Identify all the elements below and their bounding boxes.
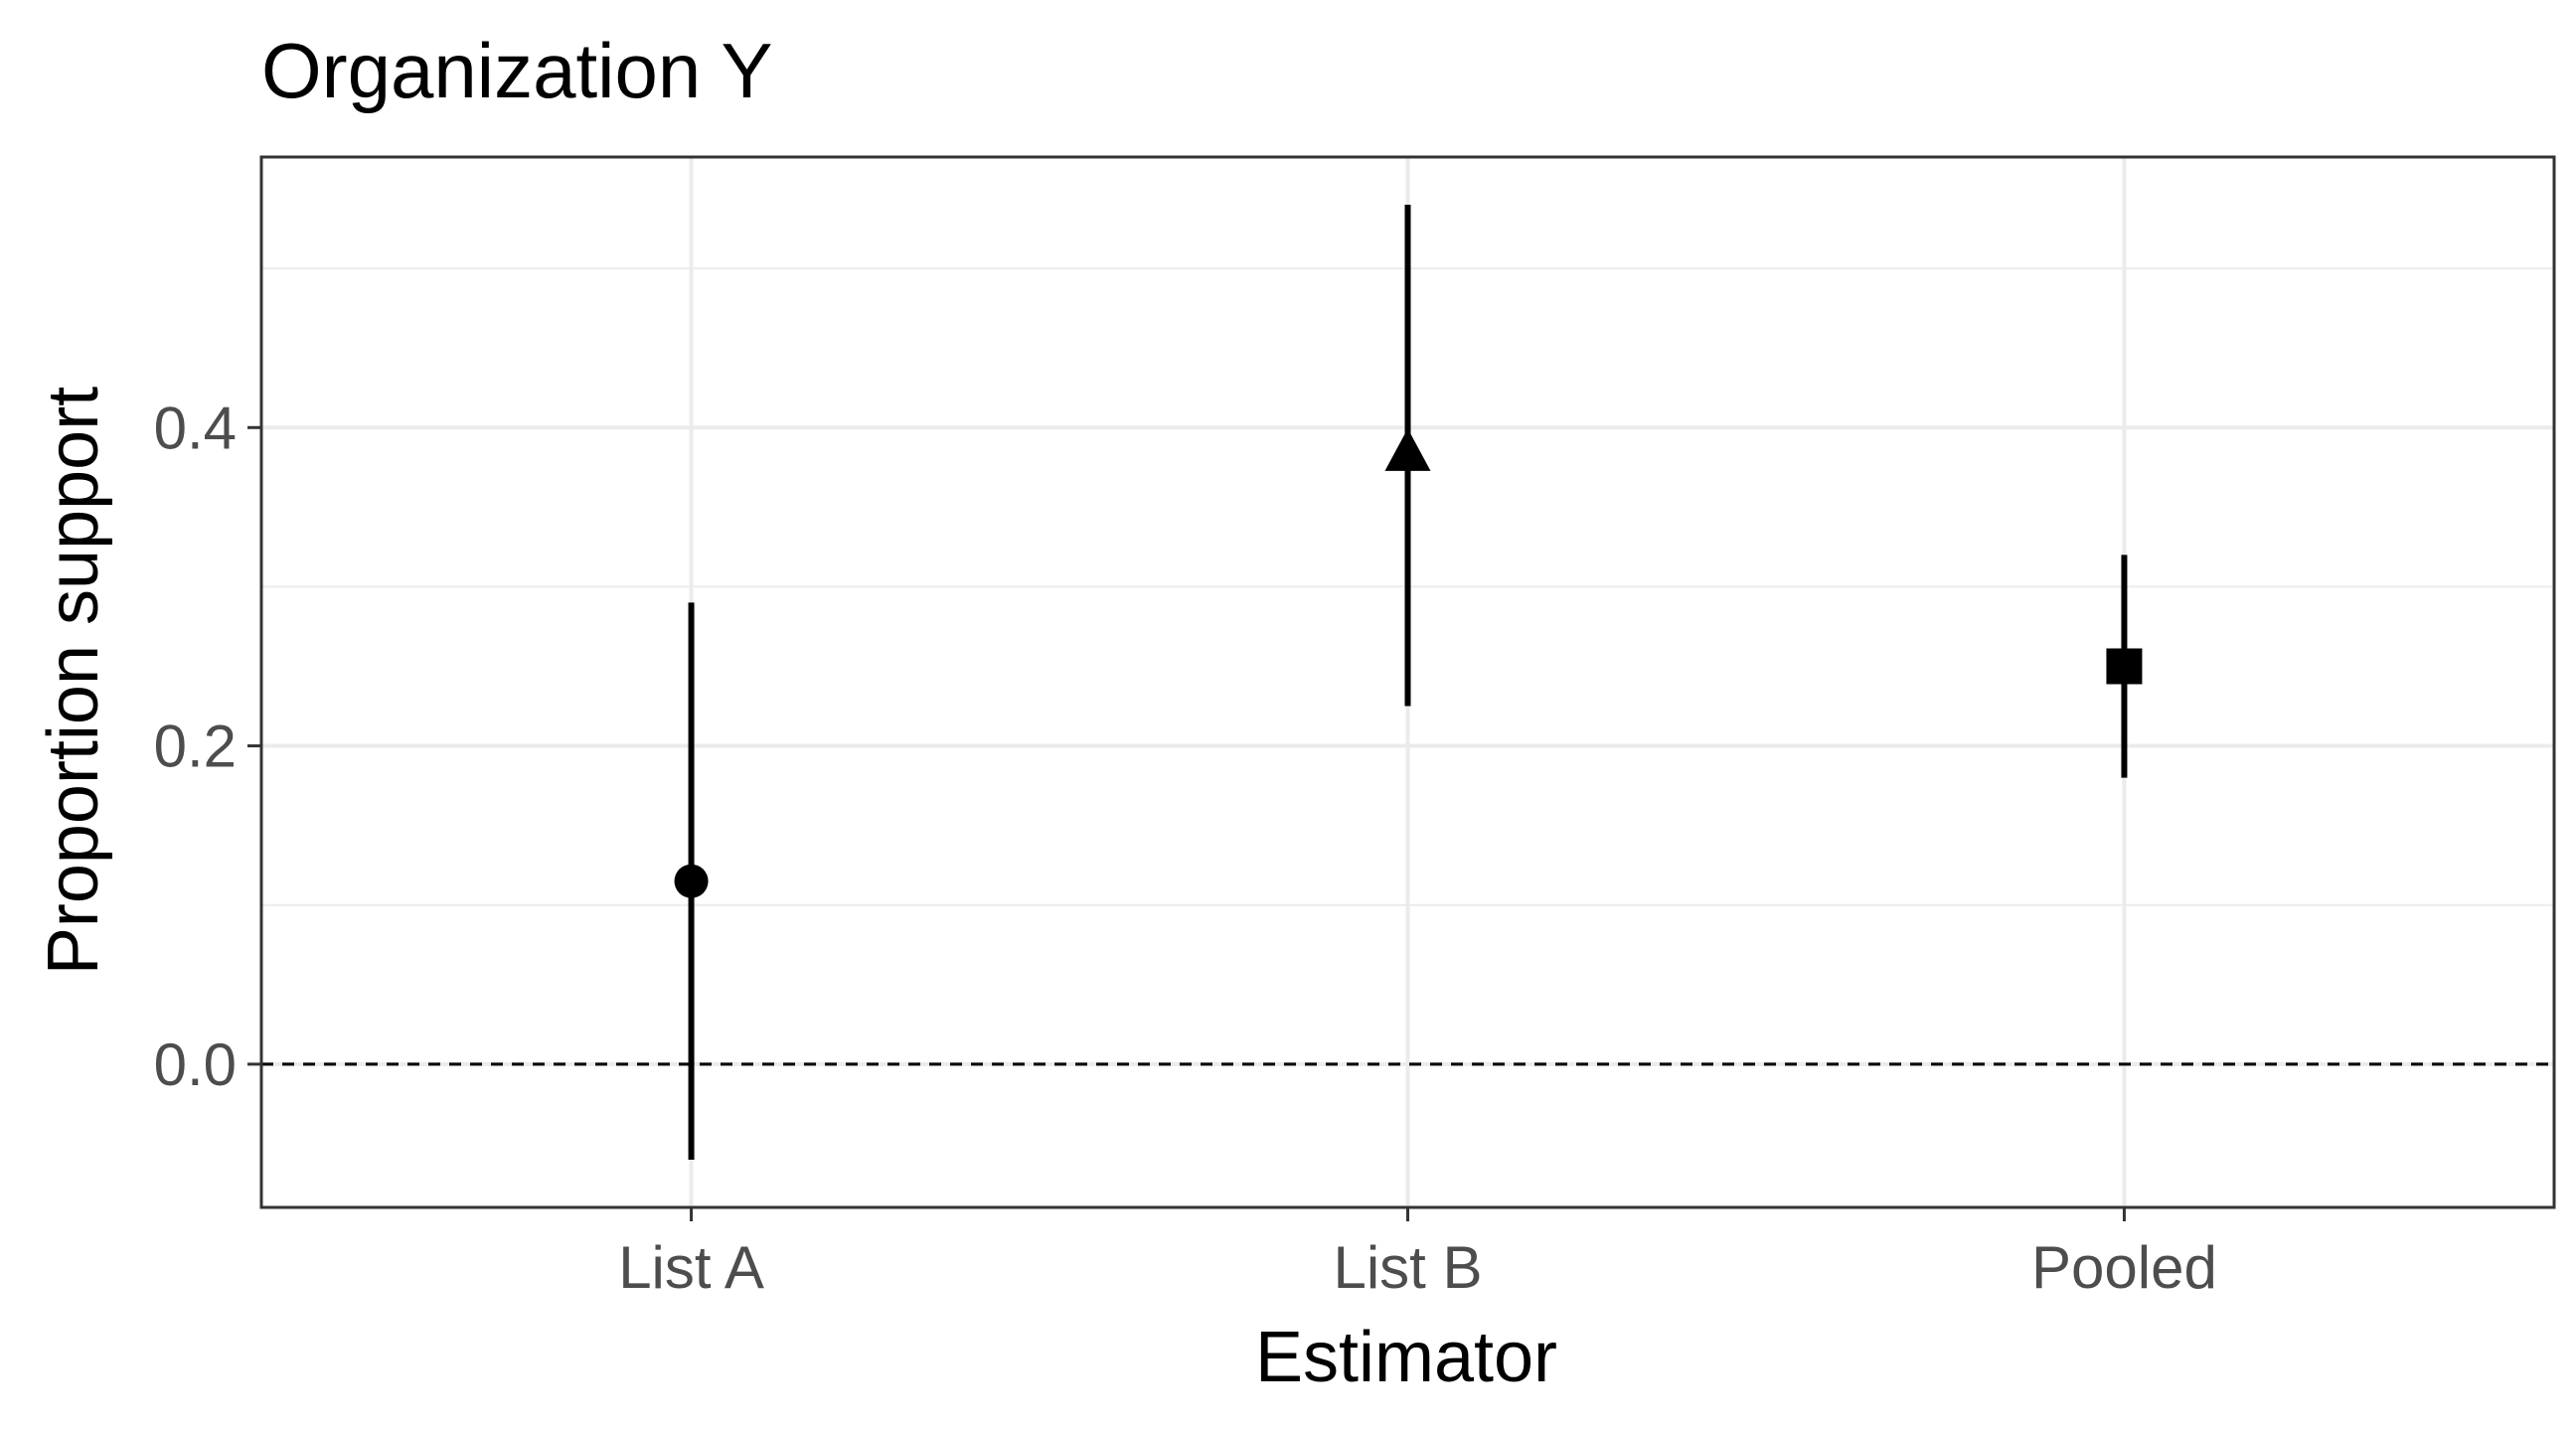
point-triangle — [1384, 428, 1431, 471]
x-tick-label: Pooled — [2031, 1234, 2217, 1301]
x-tick-label: List A — [618, 1234, 764, 1301]
x-tick-label: List B — [1333, 1234, 1482, 1301]
x-axis-label: Estimator — [1255, 1318, 1557, 1397]
chart-title: Organization Y — [261, 27, 773, 114]
y-axis-label: Proportion support — [34, 387, 113, 975]
y-tick-label: 0.4 — [154, 395, 237, 461]
point-square — [2106, 648, 2143, 685]
y-tick-label: 0.2 — [154, 714, 237, 780]
point-circle — [674, 864, 709, 898]
data-marks — [674, 205, 2143, 1160]
y-tick-label: 0.0 — [154, 1032, 237, 1098]
axes: 0.0 0.2 0.4 List A List B Pooled — [154, 395, 2217, 1301]
